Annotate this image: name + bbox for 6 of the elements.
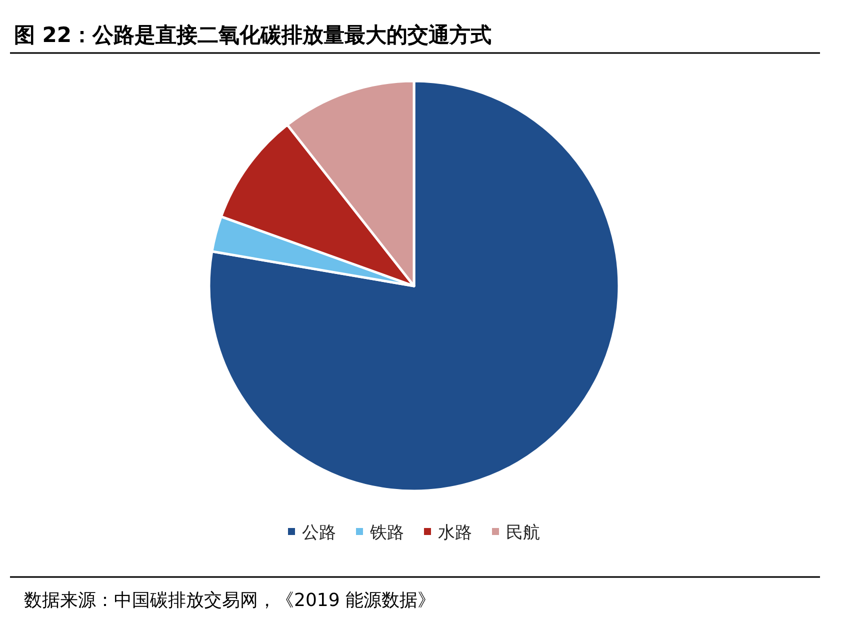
legend-label: 铁路 (369, 523, 404, 543)
legend-label: 公路 (302, 523, 336, 543)
chart-title: 图 22：公路是直接二氧化碳排放量最大的交通方式 (14, 23, 492, 47)
source-note: 数据来源：中国碳排放交易网，《2019 能源数据》 (24, 590, 436, 611)
legend-label: 民航 (506, 523, 540, 543)
legend-label: 水路 (438, 523, 472, 543)
